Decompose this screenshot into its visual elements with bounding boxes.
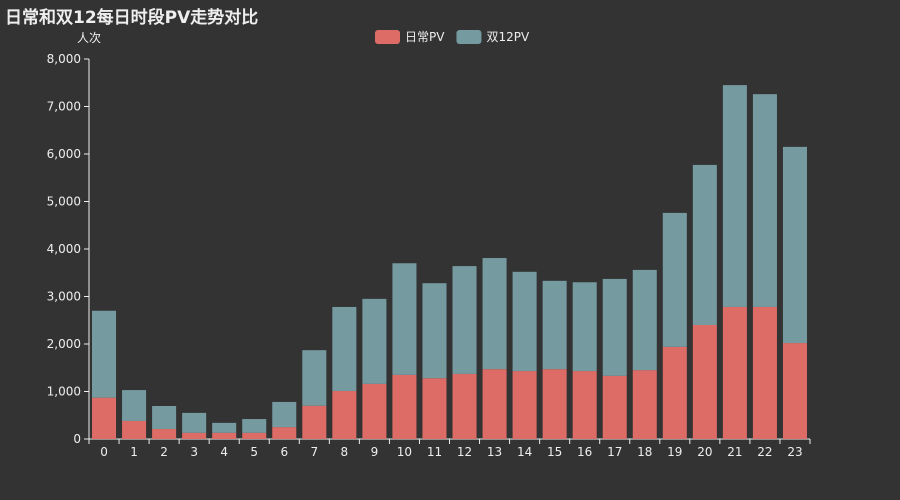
bar-daily [302,405,327,439]
x-tick-label: 6 [280,445,288,459]
bar-daily [782,343,807,439]
bar-double12 [752,94,777,307]
bar-daily [692,325,717,439]
x-tick-label: 23 [787,445,802,459]
y-tick-label: 5,000 [47,195,81,209]
bar-daily [242,432,267,439]
x-tick-label: 5 [250,445,258,459]
x-tick-label: 0 [100,445,108,459]
bar-daily [722,306,747,439]
x-tick-label: 16 [577,445,592,459]
bar-daily [572,371,597,439]
bar-double12 [212,422,237,433]
bar-double12 [602,278,627,376]
bar-double12 [392,263,417,375]
bar-daily [452,373,477,439]
bar-double12 [722,85,747,307]
bar-daily [752,306,777,439]
y-tick-label: 7,000 [47,100,81,114]
bar-double12 [302,350,327,406]
bar-daily [122,420,147,439]
bar-double12 [362,298,387,384]
y-tick-label: 1,000 [47,385,81,399]
y-tick-label: 3,000 [47,290,81,304]
bar-double12 [632,269,657,371]
bar-daily [422,378,447,439]
legend-swatch [456,30,482,44]
bar-double12 [332,306,357,392]
y-tick-label: 4,000 [47,242,81,256]
bar-daily [632,370,657,439]
bar-double12 [152,405,177,430]
x-tick-label: 18 [637,445,652,459]
bar-double12 [242,419,267,433]
x-tick-label: 14 [517,445,532,459]
bar-daily [362,383,387,439]
bar-double12 [92,310,117,398]
y-tick-label: 6,000 [47,147,81,161]
x-tick-label: 2 [160,445,168,459]
y-axis-label: 人次 [77,31,101,45]
bar-double12 [482,258,507,370]
x-tick-label: 15 [547,445,562,459]
bar-daily [212,432,237,439]
x-tick-label: 1 [130,445,138,459]
bar-daily [512,371,537,439]
y-tick-label: 0 [73,432,81,446]
bar-double12 [452,266,477,374]
bar-daily [482,369,507,439]
x-tick-label: 3 [190,445,198,459]
x-tick-label: 9 [371,445,379,459]
x-tick-label: 20 [697,445,712,459]
bar-double12 [572,282,597,372]
y-tick-label: 8,000 [47,52,81,66]
bar-double12 [692,164,717,325]
x-tick-label: 7 [310,445,318,459]
bar-double12 [662,212,687,347]
x-tick-label: 11 [427,445,442,459]
legend-label: 双12PV [486,30,530,44]
x-tick-label: 8 [341,445,349,459]
bar-daily [542,369,567,439]
bar-daily [332,391,357,439]
x-tick-label: 22 [757,445,772,459]
x-tick-label: 17 [607,445,622,459]
bar-daily [602,375,627,439]
y-tick-label: 2,000 [47,337,81,351]
bar-double12 [542,280,567,370]
bar-daily [152,429,177,439]
bar-double12 [122,390,147,421]
bar-double12 [272,401,297,428]
bar-daily [182,432,207,439]
x-tick-label: 12 [457,445,472,459]
x-tick-label: 10 [397,445,412,459]
x-tick-label: 21 [727,445,742,459]
x-tick-label: 4 [220,445,228,459]
x-tick-label: 19 [667,445,682,459]
bar-double12 [782,146,807,344]
legend-swatch [375,30,400,44]
legend-label: 日常PV [405,30,445,44]
bar-double12 [182,412,207,433]
bar-double12 [422,283,447,379]
bar-daily [392,374,417,439]
x-tick-label: 13 [487,445,502,459]
chart-title: 日常和双12每日时段PV走势对比 [5,8,259,28]
bar-double12 [512,271,537,372]
bar-daily [662,346,687,439]
bar-daily [92,397,117,439]
bar-daily [272,427,297,439]
